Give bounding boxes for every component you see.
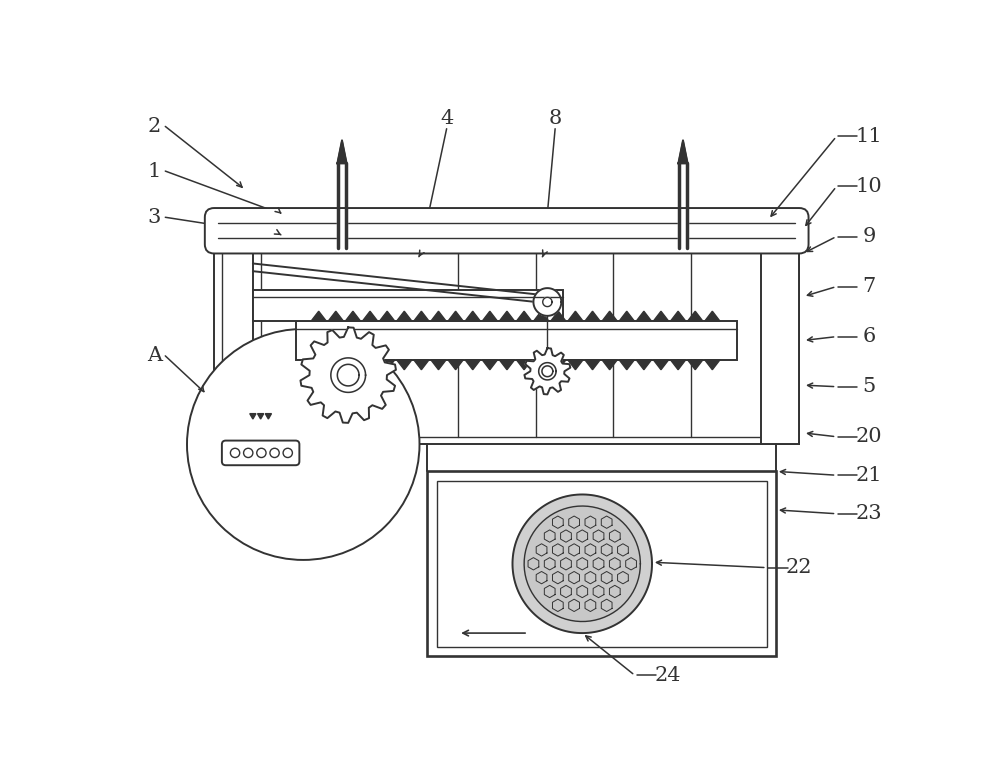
Polygon shape [362,360,378,370]
Polygon shape [551,311,566,321]
Text: 20: 20 [856,427,882,446]
Bar [214,245,799,445]
Polygon shape [585,360,600,370]
Polygon shape [533,360,549,370]
Polygon shape [705,360,720,370]
Polygon shape [311,311,326,321]
Polygon shape [345,360,361,370]
Circle shape [230,448,240,458]
Polygon shape [379,311,395,321]
Polygon shape [337,140,347,163]
Text: 7: 7 [862,277,876,296]
Polygon shape [705,311,720,321]
Polygon shape [337,219,347,243]
Text: 3: 3 [148,208,161,227]
Polygon shape [524,506,640,622]
Text: 21: 21 [856,466,882,485]
FancyBboxPatch shape [205,208,809,253]
Polygon shape [345,311,361,321]
Polygon shape [379,360,395,370]
Polygon shape [602,311,617,321]
Text: 23: 23 [856,504,882,523]
Circle shape [244,448,253,458]
Polygon shape [513,495,652,633]
FancyBboxPatch shape [222,441,299,465]
Polygon shape [568,360,583,370]
Bar [761,245,799,445]
Polygon shape [539,363,556,380]
Polygon shape [328,360,344,370]
Polygon shape [688,360,703,370]
Polygon shape [602,360,617,370]
Polygon shape [465,360,480,370]
Polygon shape [431,360,446,370]
Text: 10: 10 [856,177,882,196]
Polygon shape [362,311,378,321]
Polygon shape [653,311,669,321]
Polygon shape [678,219,688,243]
Polygon shape [414,360,429,370]
Polygon shape [653,360,669,370]
Circle shape [270,448,279,458]
Circle shape [283,448,292,458]
Bar [253,290,563,321]
Polygon shape [414,311,429,321]
Polygon shape [585,311,600,321]
Polygon shape [448,311,463,321]
Text: 1: 1 [148,162,161,180]
Polygon shape [397,360,412,370]
Polygon shape [619,360,634,370]
Text: 2: 2 [148,117,161,136]
Polygon shape [258,414,264,419]
Polygon shape [670,311,686,321]
Polygon shape [482,311,498,321]
Bar [296,321,737,360]
Polygon shape [431,311,446,321]
Polygon shape [636,311,652,321]
Polygon shape [499,311,515,321]
Polygon shape [311,360,326,370]
Polygon shape [300,328,396,423]
Circle shape [187,329,420,560]
Polygon shape [678,140,688,163]
Polygon shape [542,366,553,376]
Polygon shape [465,311,480,321]
Text: 5: 5 [862,377,876,396]
Polygon shape [543,297,552,307]
Polygon shape [482,360,498,370]
Polygon shape [551,360,566,370]
Text: 24: 24 [654,666,681,685]
Text: 4: 4 [440,109,453,129]
Polygon shape [619,311,634,321]
Polygon shape [265,414,271,419]
Text: 6: 6 [862,327,876,346]
Text: A: A [147,347,162,365]
Text: 22: 22 [786,558,812,577]
Polygon shape [516,360,532,370]
Polygon shape [328,311,344,321]
Polygon shape [448,360,463,370]
Polygon shape [533,311,549,321]
Polygon shape [250,414,256,419]
Polygon shape [670,360,686,370]
Polygon shape [533,289,561,316]
Polygon shape [688,311,703,321]
Polygon shape [331,358,366,392]
Text: 11: 11 [856,127,882,146]
Text: 8: 8 [548,109,562,129]
Polygon shape [636,360,652,370]
Circle shape [257,448,266,458]
Text: 9: 9 [862,227,876,246]
Polygon shape [568,311,583,321]
Bar [427,471,776,656]
Polygon shape [516,311,532,321]
Bar [222,252,792,437]
Polygon shape [524,348,570,394]
Polygon shape [499,360,515,370]
Polygon shape [337,365,359,386]
Polygon shape [397,311,412,321]
Bar [437,481,767,647]
